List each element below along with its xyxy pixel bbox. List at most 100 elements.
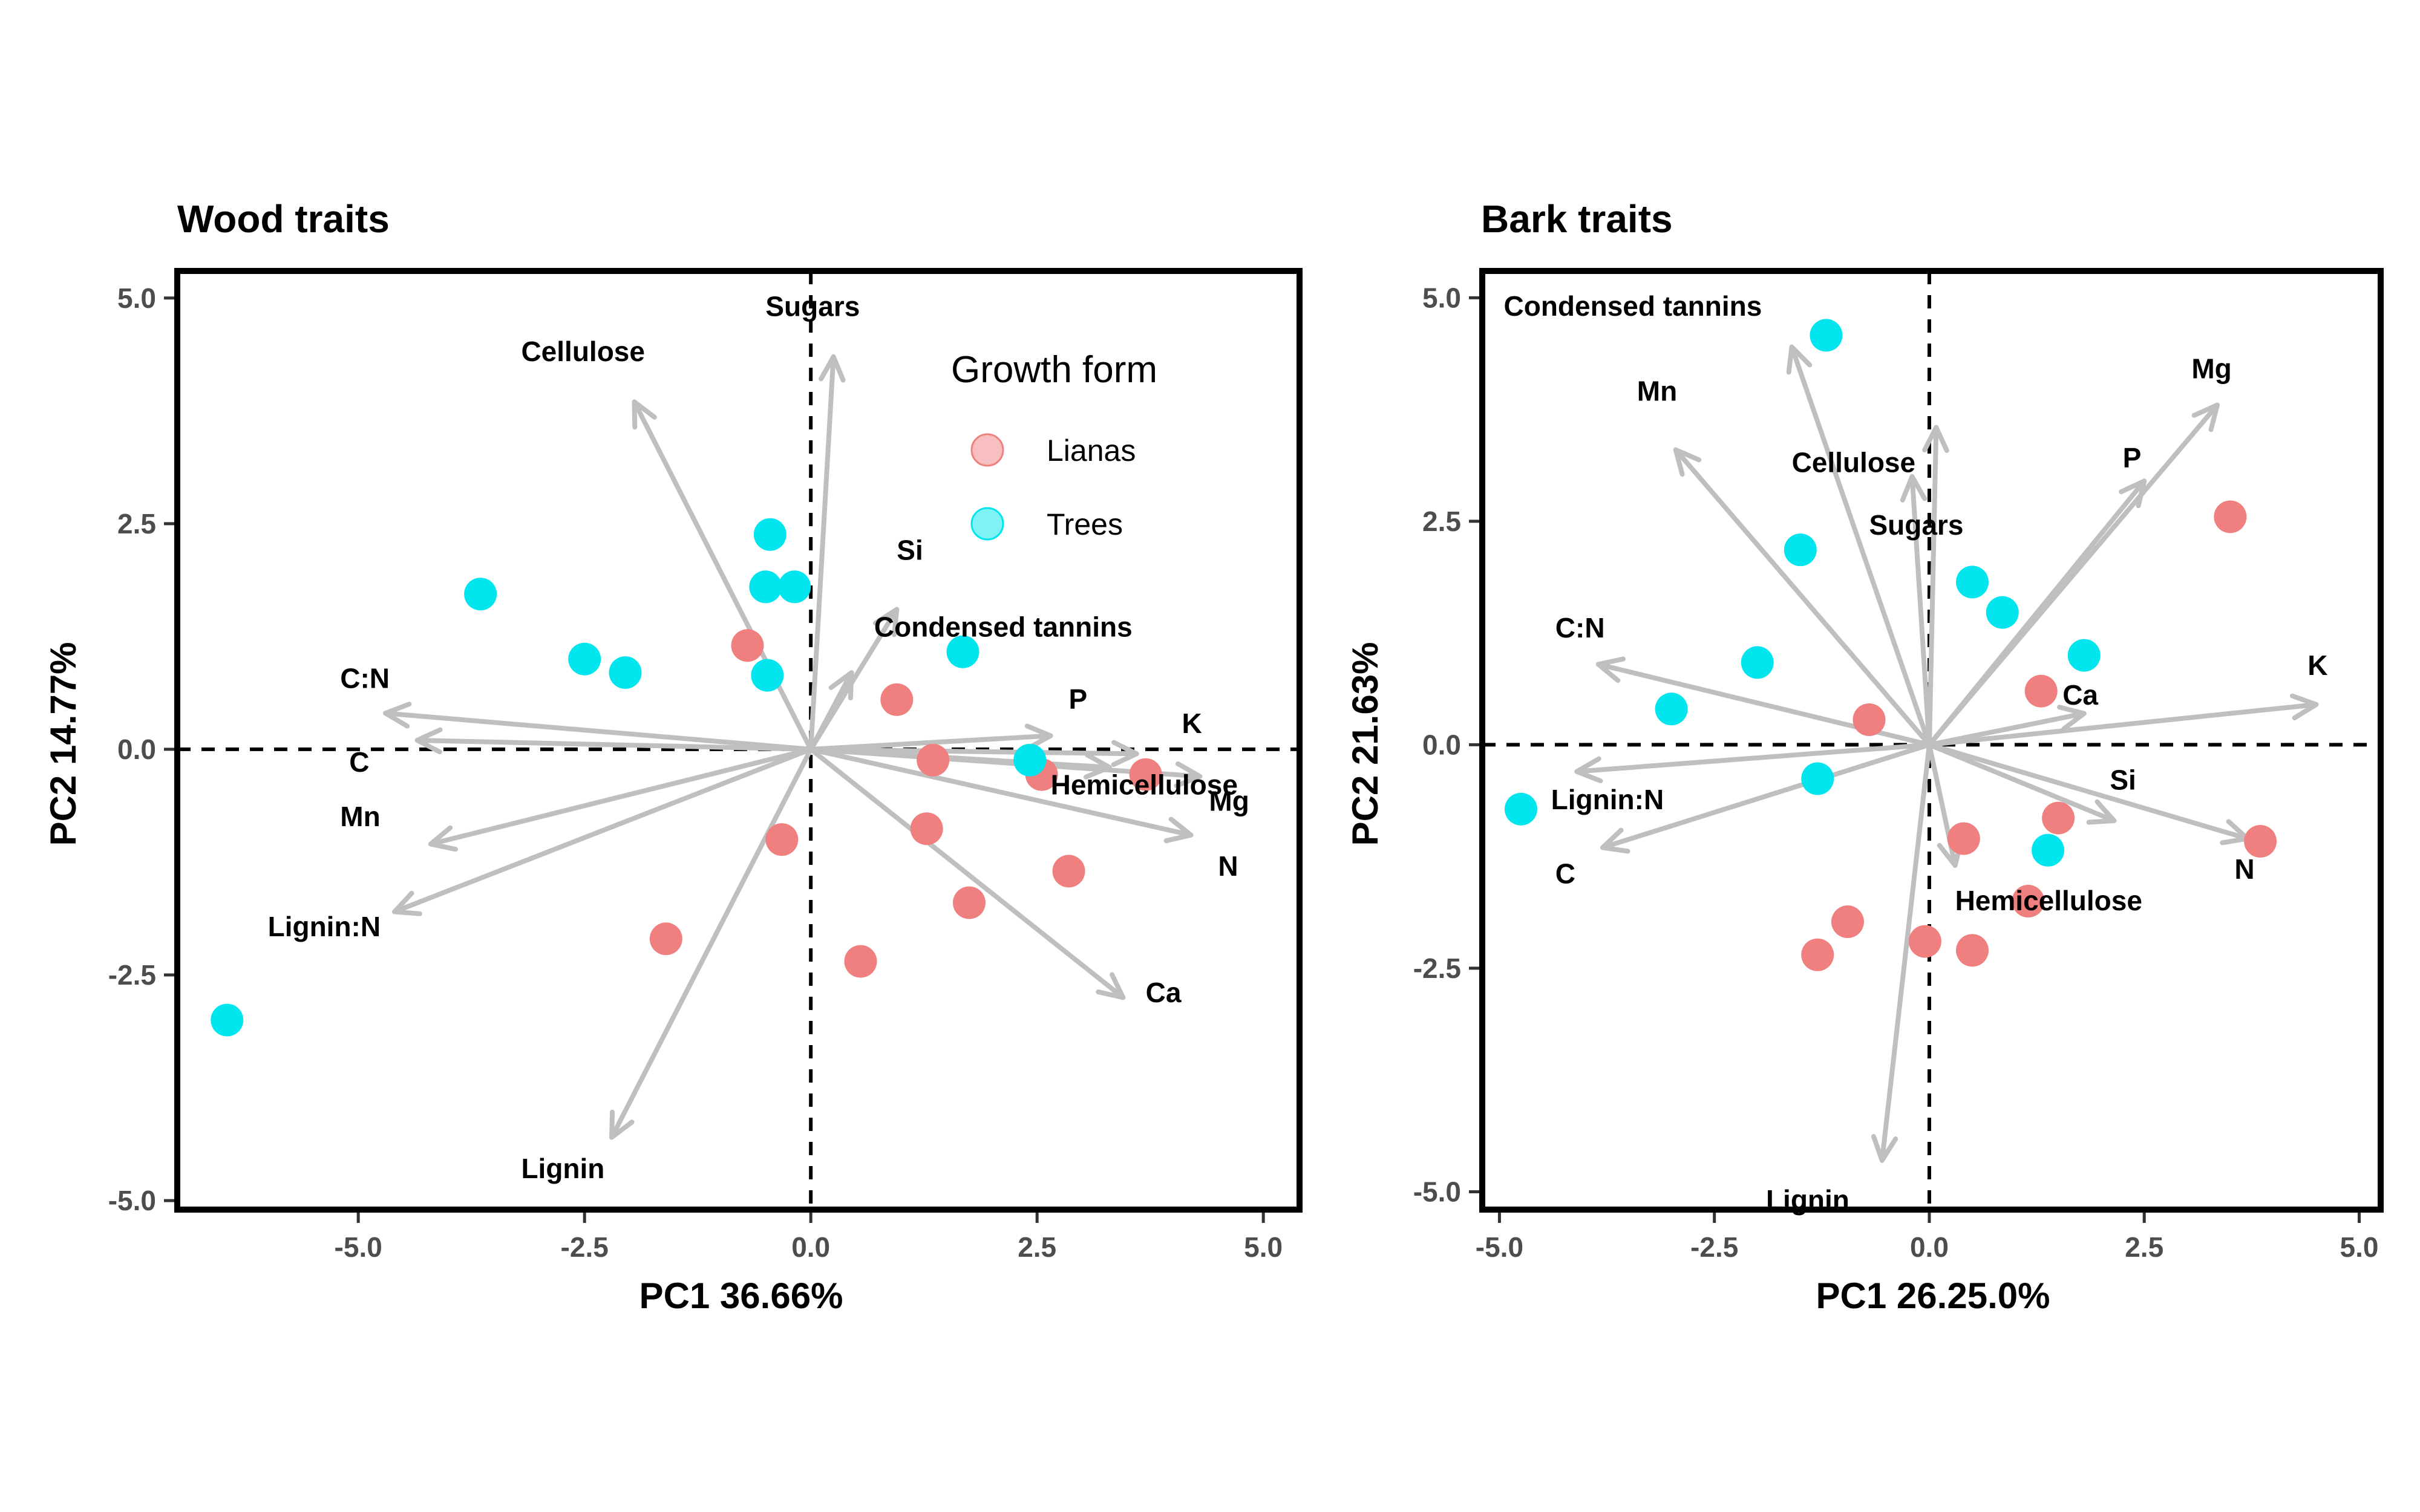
- panel-title: Bark traits: [1481, 197, 1673, 241]
- legend: Growth form Lianas Trees: [951, 349, 1157, 541]
- legend-label-lianas: Lianas: [1047, 434, 1136, 468]
- point-lianas: [1129, 758, 1162, 791]
- loading-arrow-c: [414, 727, 814, 755]
- loading-label-p: P: [2123, 442, 2142, 474]
- loading-label-ca: Ca: [2062, 679, 2098, 711]
- loading-arrow-lignin: [609, 746, 814, 1140]
- loading-arrow-lignin: [1871, 742, 1932, 1163]
- x-axis-title: PC1 36.66%: [639, 1276, 843, 1316]
- legend-key-lianas: [970, 433, 1004, 467]
- y-ticks: -5.0 -2.5 0.0 2.5 5.0: [1413, 282, 1479, 1207]
- loading-label-c: C: [1555, 858, 1575, 889]
- point-trees: [1013, 743, 1047, 777]
- loading-label-p: P: [1069, 683, 1088, 715]
- loading-arrow-condensed-tannins: [808, 670, 854, 752]
- legend-title: Growth form: [951, 349, 1157, 391]
- point-lianas: [765, 823, 799, 856]
- loading-label-condensed-tannins: Condensed tannins: [874, 611, 1133, 642]
- y-tick-label: 2.5: [117, 508, 156, 539]
- loading-label-n: N: [2234, 853, 2254, 885]
- loading-label-k: K: [2307, 650, 2327, 681]
- x-ticks: -5.0 -2.5 0.0 2.5 5.0: [335, 1213, 1283, 1263]
- loading-label-ca: Ca: [1146, 977, 1182, 1008]
- loading-label-c-n: C:N: [1555, 612, 1605, 644]
- point-lianas: [910, 812, 943, 846]
- y-tick-label: 0.0: [1422, 729, 1461, 760]
- point-trees: [2067, 639, 2101, 672]
- data-points: [1504, 319, 2277, 971]
- loading-label-hemicellulose: Hemicellulose: [1955, 885, 2142, 916]
- x-tick-label: -5.0: [1476, 1231, 1523, 1263]
- y-ticks: -5.0 -2.5 0.0 2.5 5.0: [108, 282, 174, 1216]
- x-tick-label: -5.0: [335, 1231, 382, 1263]
- point-lianas: [917, 743, 950, 777]
- point-trees: [1741, 646, 1774, 679]
- plot-background: [177, 271, 1300, 1210]
- loading-arrow-mn: [1673, 447, 1932, 748]
- loading-label-lignin: Lignin: [521, 1153, 604, 1184]
- loading-label-si: Si: [2110, 764, 2136, 795]
- loading-arrow-k: [1926, 693, 2319, 748]
- point-trees: [211, 1003, 244, 1037]
- plot-border: [174, 268, 1303, 1213]
- loading-label-c-n: C:N: [340, 662, 390, 694]
- loading-arrow-p: [808, 723, 1053, 752]
- point-trees: [1956, 565, 1989, 599]
- point-trees: [1655, 692, 1688, 726]
- loading-arrow-mg: [808, 746, 1194, 844]
- loading-arrow-c-n: [383, 702, 814, 752]
- point-trees: [609, 656, 642, 689]
- loading-arrow-ca: [808, 746, 1126, 1000]
- loading-arrow-hemicellulose: [808, 740, 1139, 767]
- point-trees: [946, 635, 979, 668]
- loading-arrows: [383, 354, 1203, 1140]
- point-trees: [568, 642, 601, 676]
- loading-arrow-c: [1600, 742, 1932, 854]
- x-tick-label: 0.0: [1910, 1231, 1949, 1263]
- loading-label-k: K: [1182, 708, 1202, 739]
- x-tick-label: 2.5: [2125, 1231, 2163, 1263]
- y-axis-title: PC2 14.77%: [43, 642, 83, 846]
- loading-label-mn: Mn: [1637, 375, 1677, 406]
- point-lianas: [1956, 934, 1989, 967]
- panel-title: Wood traits: [177, 197, 390, 241]
- y-tick-label: 5.0: [117, 282, 156, 314]
- point-lianas: [844, 945, 877, 978]
- point-lianas: [2024, 674, 2058, 708]
- loading-arrow-p: [1926, 478, 2147, 748]
- point-trees: [1504, 792, 1537, 826]
- y-tick-label: 5.0: [1422, 282, 1461, 313]
- loading-arrow-lignin-n: [392, 746, 814, 916]
- point-trees: [751, 659, 784, 692]
- loading-label-mg: Mg: [1209, 785, 1249, 816]
- y-tick-label: -2.5: [1413, 953, 1461, 984]
- loading-arrow-cellulose: [632, 399, 814, 752]
- x-tick-label: -2.5: [561, 1231, 609, 1263]
- point-trees: [753, 518, 786, 551]
- loading-label-cellulose: Cellulose: [1792, 447, 1916, 478]
- wood-traits-panel: Wood traits PC1 36.66% PC2 14.77% Sugars…: [43, 197, 1303, 1316]
- x-tick-label: 2.5: [1018, 1231, 1056, 1263]
- loading-arrow-si: [1926, 742, 2117, 825]
- loading-arrow-sugars: [808, 354, 846, 752]
- loading-label-sugars: Sugars: [1869, 509, 1963, 541]
- point-trees: [2032, 833, 2065, 867]
- y-tick-label: 0.0: [117, 734, 156, 765]
- point-lianas: [2042, 801, 2075, 835]
- point-lianas: [880, 683, 914, 716]
- point-lianas: [2244, 825, 2277, 858]
- loading-label-hemicellulose: Hemicellulose: [1051, 769, 1238, 801]
- point-lianas: [952, 886, 986, 919]
- data-points: [211, 518, 1162, 1037]
- loading-arrows: [1574, 344, 2319, 1163]
- loading-arrow-sugars: [1900, 474, 1932, 748]
- loading-label-mn: Mn: [340, 801, 380, 832]
- plot-border: [1479, 268, 2384, 1213]
- loading-arrow-mn: [428, 746, 814, 852]
- point-trees: [1784, 533, 1817, 567]
- y-axis-title: PC2 21.63%: [1345, 642, 1385, 846]
- y-tick-label: -2.5: [108, 959, 156, 991]
- x-tick-label: 0.0: [791, 1231, 830, 1263]
- y-tick-label: -5.0: [1413, 1176, 1461, 1207]
